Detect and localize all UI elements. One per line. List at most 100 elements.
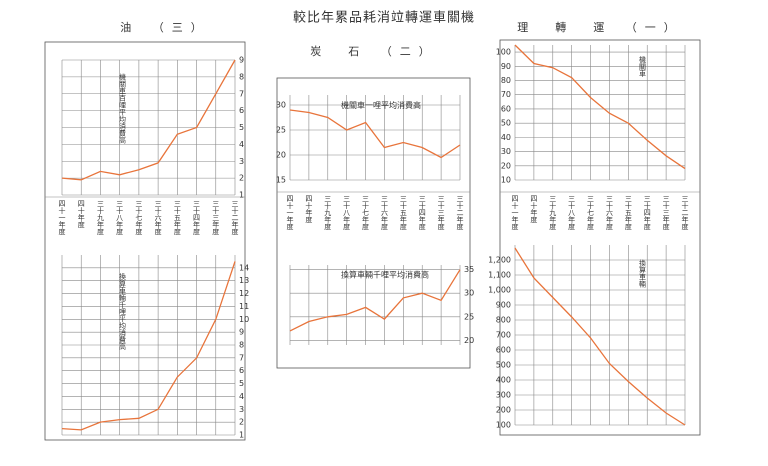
y-tick-label: 6: [239, 106, 244, 115]
y-tick-label: 1,100: [488, 271, 511, 280]
panel-box: [276, 77, 471, 369]
y-tick-label: 10: [501, 176, 511, 185]
y-tick-label: 2: [239, 418, 244, 427]
x-tick-label: 四十年度: [77, 200, 85, 229]
y-tick-label: 9: [239, 328, 244, 337]
y-tick-label: 11: [239, 302, 249, 311]
x-tick-label: 三十五年度: [399, 195, 407, 231]
x-tick-label: 四十一年度: [58, 200, 66, 236]
y-tick-label: 8: [239, 341, 244, 350]
x-tick-label: 三十三年度: [212, 200, 220, 236]
y-tick-label: 100: [496, 48, 511, 57]
x-tick-label: 三十七年度: [362, 195, 370, 231]
x-tick-label: 四十一年度: [511, 195, 519, 231]
y-tick-label: 7: [239, 89, 244, 98]
x-tick-label: 三十二年度: [681, 195, 689, 231]
y-tick-label: 100: [496, 421, 511, 430]
line: [514, 44, 686, 170]
y-tick-label: 50: [501, 119, 511, 128]
x-tick-label: 三十六年度: [380, 195, 388, 231]
y-tick-label: 12: [239, 289, 249, 298]
y-tick-label: 2: [239, 174, 244, 183]
y-tick-label: 600: [496, 346, 511, 355]
y-tick-label: 7: [239, 353, 244, 362]
x-tick-label: 三十四年度: [193, 200, 201, 236]
y-tick-label: 6: [239, 366, 244, 375]
y-tick-label: 4: [239, 392, 244, 401]
y-tick-label: 1: [239, 191, 244, 200]
x-tick-label: 三十八年度: [116, 200, 124, 236]
y-tick-label: 5: [239, 123, 244, 132]
panel-heading: 理 轉 運 （一）: [517, 21, 683, 34]
y-tick-label: 35: [464, 265, 474, 274]
x-tick-label: 三十九年度: [96, 200, 104, 236]
y-tick-label: 90: [501, 62, 511, 71]
x-tick-label: 三十二年度: [456, 195, 464, 231]
x-tick-label: 三十七年度: [587, 195, 595, 231]
y-tick-label: 5: [239, 379, 244, 388]
y-tick-label: 900: [496, 301, 511, 310]
y-tick-label: 20: [464, 336, 474, 345]
y-tick-label: 400: [496, 376, 511, 385]
y-tick-label: 300: [496, 391, 511, 400]
line: [289, 269, 461, 332]
y-tick-label: 1,000: [488, 286, 511, 295]
y-tick-label: 30: [501, 147, 511, 156]
y-tick-label: 60: [501, 104, 511, 113]
x-tick-label: 四十年度: [305, 195, 313, 224]
y-tick-label: 10: [239, 315, 249, 324]
y-tick-label: 3: [239, 405, 244, 414]
y-tick-label: 15: [276, 176, 286, 185]
panel-box: [499, 39, 701, 436]
series-label: 機關車一哩平均消費高: [341, 100, 421, 110]
panel-heading: 炭 石 （二）: [310, 45, 438, 58]
y-tick-label: 13: [239, 276, 249, 285]
y-tick-label: 9: [239, 56, 244, 65]
y-tick-label: 70: [501, 90, 511, 99]
y-tick-label: 3: [239, 157, 244, 166]
x-tick-label: 三十四年度: [643, 195, 651, 231]
x-tick-label: 三十五年度: [173, 200, 181, 236]
x-tick-label: 三十八年度: [568, 195, 576, 231]
y-tick-label: 1: [239, 431, 244, 440]
x-tick-label: 三十九年度: [549, 195, 557, 231]
series-label: 機關車百哩平均消費高: [119, 73, 127, 145]
y-tick-label: 30: [464, 289, 474, 298]
y-tick-label: 20: [276, 151, 286, 160]
chart-title: 較比年累品耗消竝轉運車關機: [293, 11, 475, 26]
y-tick-label: 1,200: [488, 256, 511, 265]
y-tick-label: 20: [501, 161, 511, 170]
x-tick-label: 三十三年度: [437, 195, 445, 231]
y-tick-label: 500: [496, 361, 511, 370]
y-tick-label: 4: [239, 140, 244, 149]
x-tick-label: 三十五年度: [624, 195, 632, 231]
y-tick-label: 25: [276, 126, 286, 135]
x-tick-label: 三十六年度: [154, 200, 162, 236]
x-tick-label: 三十八年度: [343, 195, 351, 231]
panel-box: [44, 41, 246, 441]
y-tick-label: 80: [501, 76, 511, 85]
x-tick-label: 四十一年度: [286, 195, 294, 231]
line: [61, 261, 236, 431]
x-tick-label: 三十七年度: [135, 200, 143, 236]
y-tick-label: 700: [496, 331, 511, 340]
x-tick-label: 三十三年度: [662, 195, 670, 231]
series-label: 換算車輛千哩平均消費高: [341, 270, 429, 280]
x-tick-label: 三十六年度: [605, 195, 613, 231]
series-label: 機關車: [639, 55, 647, 78]
line: [61, 59, 236, 181]
y-tick-label: 25: [464, 312, 474, 321]
x-tick-label: 三十四年度: [418, 195, 426, 231]
y-tick-label: 200: [496, 406, 511, 415]
series-label: 換算車輛: [639, 259, 647, 289]
x-tick-label: 四十年度: [530, 195, 538, 224]
y-tick-label: 14: [239, 263, 249, 272]
line: [289, 109, 461, 159]
panel-heading: 油 （三）: [120, 20, 210, 34]
y-tick-label: 800: [496, 316, 511, 325]
y-tick-label: 30: [276, 101, 286, 110]
y-tick-label: 40: [501, 133, 511, 142]
series-label: 換算車輛千哩平均消費高: [119, 272, 127, 351]
x-tick-label: 三十九年度: [324, 195, 332, 231]
x-tick-label: 三十二年度: [231, 200, 239, 236]
